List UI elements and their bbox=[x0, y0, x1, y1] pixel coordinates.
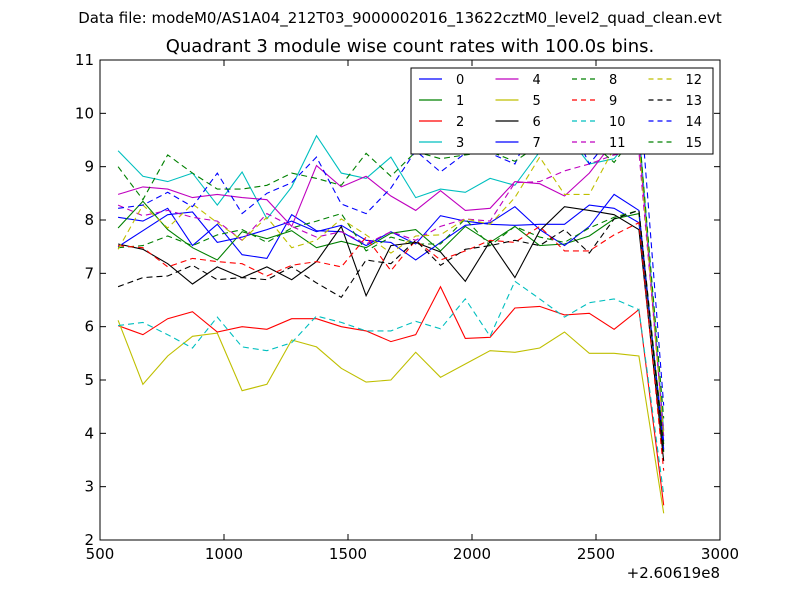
chart-title: Quadrant 3 module wise count rates with … bbox=[165, 36, 655, 57]
legend-label-10: 10 bbox=[609, 115, 626, 130]
x-tick-label: 3000 bbox=[701, 545, 739, 563]
legend-label-15: 15 bbox=[686, 136, 703, 151]
x-offset-label: +2.60619e8 bbox=[627, 564, 720, 582]
legend-label-7: 7 bbox=[533, 136, 541, 151]
legend-box bbox=[410, 67, 714, 155]
legend-label-1: 1 bbox=[456, 94, 464, 109]
y-tick-label: 7 bbox=[84, 264, 94, 282]
series-line-4 bbox=[117, 139, 665, 437]
series-line-8 bbox=[118, 209, 665, 445]
y-tick-label: 2 bbox=[84, 531, 94, 549]
series-line-10 bbox=[118, 280, 665, 495]
y-tick-label: 6 bbox=[84, 318, 94, 336]
series-line-1 bbox=[117, 200, 665, 453]
legend-label-9: 9 bbox=[609, 94, 617, 109]
x-tick-label: 2000 bbox=[453, 545, 491, 563]
series-line-2 bbox=[117, 285, 665, 506]
y-tick-label: 11 bbox=[75, 51, 94, 69]
legend-label-4: 4 bbox=[533, 73, 541, 88]
legend-label-8: 8 bbox=[609, 73, 617, 88]
legend-label-3: 3 bbox=[456, 136, 464, 151]
x-tick-label: 2500 bbox=[577, 545, 615, 563]
series-line-12 bbox=[117, 140, 665, 437]
plot-frame bbox=[99, 59, 721, 541]
figure-suptitle: Data file: modeM0/AS1A04_212T03_90000020… bbox=[78, 9, 722, 27]
legend-label-6: 6 bbox=[533, 115, 541, 130]
y-tick-label: 4 bbox=[84, 424, 94, 442]
y-tick-label: 9 bbox=[84, 158, 94, 176]
legend-label-11: 11 bbox=[609, 136, 626, 151]
legend-label-12: 12 bbox=[686, 73, 703, 88]
x-tick-label: 500 bbox=[86, 545, 115, 563]
legend-label-13: 13 bbox=[686, 94, 703, 109]
legend-label-14: 14 bbox=[686, 115, 703, 130]
y-tick-label: 8 bbox=[84, 211, 94, 229]
series-line-13 bbox=[117, 209, 665, 451]
series-line-5 bbox=[117, 320, 665, 514]
y-tick-label: 10 bbox=[75, 104, 94, 122]
series-line-7 bbox=[117, 193, 665, 450]
legend-label-0: 0 bbox=[456, 73, 464, 88]
x-tick-label: 1000 bbox=[205, 545, 243, 563]
series-line-0 bbox=[118, 204, 665, 442]
legend-label-2: 2 bbox=[456, 115, 464, 130]
y-tick-label: 3 bbox=[84, 478, 94, 496]
y-tick-label: 5 bbox=[84, 371, 94, 389]
series-line-6 bbox=[117, 206, 665, 462]
x-tick-label: 1500 bbox=[329, 545, 367, 563]
series-line-11 bbox=[117, 151, 665, 433]
legend-label-5: 5 bbox=[533, 94, 541, 109]
